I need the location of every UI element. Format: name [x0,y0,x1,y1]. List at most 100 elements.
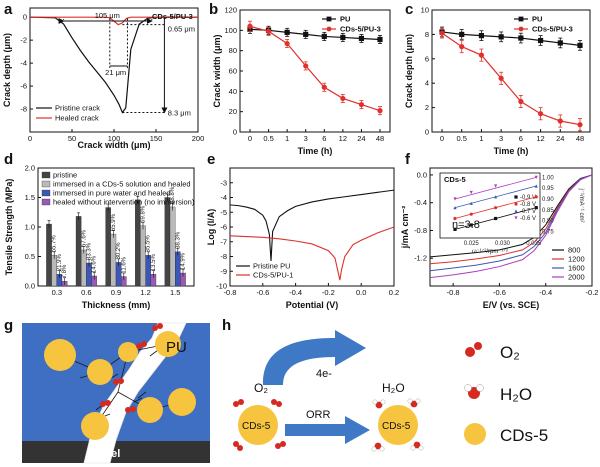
tick-label: 3 [499,134,503,143]
tick-label: -6 [220,223,227,232]
tick-label: -0.6 [493,288,506,297]
chart-d-tensile-strength: 0.0 0.5 1.0 1.5 2.0 0.3 65.7%21.9%7.8% 0.6 57.6%… [4,164,195,311]
data-point [518,98,524,105]
x-axis-label: Time (h) [494,146,529,156]
tick-label: 48 [576,134,584,143]
tick-label: 120 [224,6,237,15]
inset-legend-label: -0.8 V [520,202,536,208]
legend-label: healed without intervention (no immersio… [53,198,195,207]
cds5-sphere [87,359,113,385]
legend-label: 1600 [568,264,585,273]
h2o-molecules-h [371,398,424,452]
tick-label: -10 [216,282,227,291]
data-point [494,216,498,221]
tick-label: 0.5 [456,134,466,143]
data-point [326,26,332,32]
y-axis-label: Tensile Strength (MPa) [4,179,14,276]
sample-label: CDs-5 [444,175,466,184]
tick-label: 0 [425,128,429,137]
data-point [534,175,538,179]
inset-frame [439,172,541,239]
tick-label: 0.6 [81,288,91,297]
legend-label: immersed in pure water and healed [53,189,171,198]
tick-label: -4 [20,59,27,68]
legend-swatch [41,180,51,188]
percent-label: 88.8% [170,186,176,204]
data-point [453,227,457,231]
inset-tick-label: 0.80 [542,219,554,225]
panel-label-e: e [207,151,215,168]
data-point [326,16,332,22]
tick-label: 200 [192,134,205,143]
legend-label: immersed in a CDs-5 solution and healed [53,180,191,189]
schematic-g: PU Steel [22,322,210,464]
cds5-sphere-icon [464,423,486,445]
steel-substrate [22,441,210,463]
data-point [518,26,524,32]
tick-label: 3 [304,134,308,143]
data-point [494,206,498,210]
data-point [358,101,365,108]
tick-label: 0 [23,13,27,22]
tick-label: -2 [20,36,27,45]
cds5-sphere [118,342,138,362]
data-point [514,216,518,220]
steel-label: Steel [94,448,120,460]
percent-label: 21.9% [57,254,63,272]
percent-label: 33.3% [87,242,93,260]
inset-tick-label: 0.85 [542,208,554,214]
inset-tick-label: 0.025 [464,241,480,247]
data-point [340,34,346,41]
cds5-sphere [168,388,196,416]
data-point [459,44,465,50]
data-point [303,63,309,69]
tick-label: -8 [20,105,27,114]
data-point [340,95,346,102]
x-axis-label: Crack width (μm) [77,140,150,150]
inset-tick-label: 1.00 [542,175,554,181]
legend-label: Pristine crack [55,104,100,113]
tick-label: 50 [68,134,76,143]
tick-label: 10 [421,6,429,15]
percent-label: 11.6% [121,256,127,273]
tick-label: 24 [357,134,365,143]
percent-label: 14.9% [181,252,187,270]
legend-swatch [41,171,51,179]
inset-legend-label: -0.6 V [520,216,536,222]
cds5-sphere [238,405,278,445]
data-point [459,31,465,37]
percent-label: 65.9% [111,213,117,231]
curved-arrow-4e [262,330,366,385]
tick-label: 2.0 [25,164,35,173]
electrons-label: 4e- [316,368,332,380]
legend-cds5-label: CDs-5 [500,426,548,445]
tick-label: -9 [220,267,227,276]
data-point [577,42,583,48]
tick-label: 1.2 [140,288,150,297]
tick-label: -8 [220,252,227,261]
chart-b-crack-width: 0 0.5 1 3 6 12 24 48 0 20 40 60 80 100 120 Time (h) Crac… [212,6,391,156]
tick-label: -5 [220,208,227,217]
series-line-3 [429,174,593,279]
inset-tick-label: 0.030 [495,241,511,247]
percent-label: 69.8% [141,205,147,223]
tick-label: 0.3 [52,288,62,297]
x-axis-label: Potential (V) [286,300,339,310]
y-axis-label: Log (I/A) [206,209,216,246]
legend-label: 2000 [568,273,585,282]
legend-label: 1200 [568,255,585,264]
tick-label: -0.8 [224,288,237,297]
tick-label: 100 [108,134,121,143]
tick-label: 6 [519,134,523,143]
inset-tick-label: 0.035 [526,241,542,247]
panel-label-f: f [405,151,411,168]
data-point [453,206,457,210]
data-point [537,37,544,44]
annotation-0.65um: 0.65 μm [168,25,195,34]
legend-swatch [41,189,51,197]
data-point [514,202,518,206]
y-axis-label: Crack depth (μm) [404,34,414,108]
tick-label: -0.4 [289,288,302,297]
annotation-21um: 21 μm [105,68,126,77]
